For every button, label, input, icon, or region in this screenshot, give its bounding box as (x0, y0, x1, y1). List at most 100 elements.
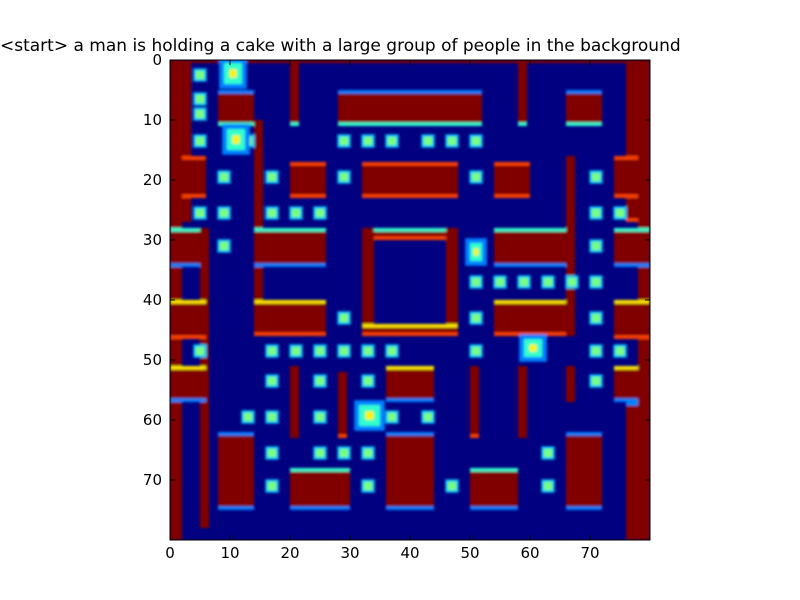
maze-wall (290, 162, 326, 198)
x-tick-label: 10 (220, 544, 239, 562)
pellet (363, 346, 373, 356)
player-sprite-core (232, 135, 240, 144)
pellet (267, 481, 277, 491)
pellet (267, 208, 277, 218)
maze-wall-edge (290, 468, 350, 472)
pellet (291, 208, 301, 218)
pellet (543, 448, 553, 458)
pellet (447, 136, 457, 146)
pellet (423, 136, 433, 146)
y-tick-label: 40 (143, 291, 162, 309)
maze-wall (518, 60, 527, 126)
maze-wall (290, 366, 299, 438)
pellet (291, 346, 301, 356)
maze-wall-edge (362, 228, 458, 232)
pellet (363, 481, 373, 491)
y-tick-label: 10 (143, 111, 162, 129)
maze-wall (290, 468, 350, 510)
pellet (471, 136, 481, 146)
maze-wall (290, 60, 299, 126)
pellet (363, 136, 373, 146)
maze-wall (254, 228, 326, 267)
maze-wall-edge (218, 432, 254, 436)
maze-wall (566, 366, 575, 402)
pellet (387, 346, 397, 356)
pellet (315, 412, 325, 422)
pellet (591, 172, 601, 182)
ghost-sprite-house-core (473, 248, 479, 256)
pellet (567, 277, 577, 287)
pellet (195, 136, 205, 146)
pellet (615, 208, 625, 218)
pellet (543, 277, 553, 287)
maze-wall (182, 156, 206, 198)
pellet (591, 376, 601, 386)
pellet (315, 376, 325, 386)
maze-wall-edge (338, 122, 482, 126)
pellet (471, 172, 481, 182)
maze-wall-edge (494, 194, 530, 198)
maze-wall (218, 90, 254, 126)
x-tick-label: 30 (340, 544, 359, 562)
maze-wall (254, 120, 263, 330)
maze-wall (470, 366, 479, 438)
maze-wall-edge (626, 402, 638, 406)
maze-wall-edge (566, 506, 602, 510)
ghost-sprite-right-core (529, 344, 537, 352)
x-tick-label: 40 (400, 544, 419, 562)
y-tick-label: 30 (143, 231, 162, 249)
maze-wall-edge (614, 300, 650, 304)
pellet (471, 277, 481, 287)
pellet (315, 448, 325, 458)
pellet (219, 241, 229, 251)
pellet (267, 412, 277, 422)
pellet (195, 109, 205, 119)
pellet (219, 172, 229, 182)
pellet (591, 208, 601, 218)
y-tick-label: 0 (152, 51, 162, 69)
maze-wall-edge (566, 432, 602, 436)
maze-wall (362, 162, 458, 198)
maze-wall-edge (470, 468, 518, 472)
maze-wall-edge (494, 228, 566, 232)
ghost-sprite-bottom-core (365, 411, 374, 420)
maze-wall-edge (518, 122, 527, 126)
maze-wall (254, 300, 326, 336)
x-tick-label: 70 (580, 544, 599, 562)
pellet (363, 376, 373, 386)
maze-wall-edge (386, 506, 434, 510)
maze-wall-edge (362, 162, 458, 166)
maze-wall-edge (614, 194, 638, 198)
maze-wall-edge (338, 90, 482, 94)
maze-wall-edge (566, 90, 602, 94)
maze-wall-edge (614, 366, 638, 370)
pellet (315, 208, 325, 218)
x-tick-label: 50 (460, 544, 479, 562)
maze-wall-edge (626, 218, 638, 222)
pellet (267, 376, 277, 386)
pellet (591, 241, 601, 251)
maze-wall (494, 300, 566, 336)
pellet (591, 313, 601, 323)
pellet (447, 481, 457, 491)
maze-wall-edge (566, 122, 602, 126)
y-tick-label: 20 (143, 171, 162, 189)
y-tick-label: 60 (143, 411, 162, 429)
maze-wall-edge (614, 156, 638, 160)
maze-wall (218, 432, 254, 510)
x-tick-label: 20 (280, 544, 299, 562)
maze-wall (386, 432, 434, 510)
maze-wall-edge (290, 506, 350, 510)
maze-wall-edge (386, 398, 434, 402)
maze-wall-edge (494, 300, 566, 304)
maze-wall-edge (338, 434, 347, 438)
pellet (267, 448, 277, 458)
maze-wall-edge (182, 194, 206, 198)
maze-wall-edge (494, 263, 566, 267)
pellet (195, 70, 205, 80)
pellet (195, 94, 205, 104)
maze-wall-edge (254, 228, 326, 232)
maze-wall (446, 228, 458, 336)
pellet (423, 412, 433, 422)
